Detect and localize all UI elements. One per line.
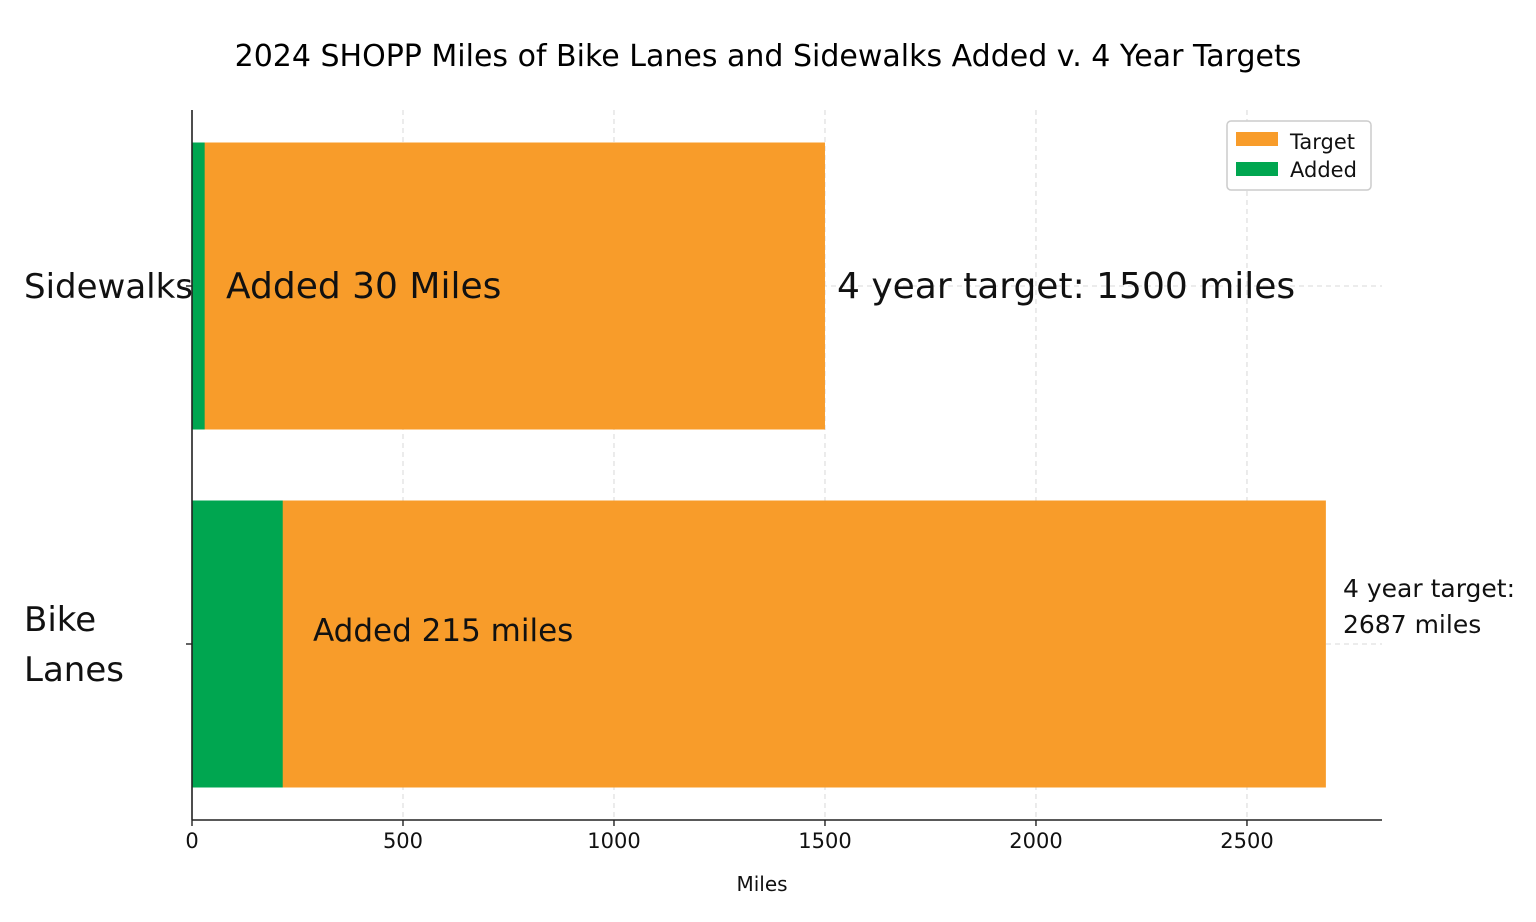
annotation-line: 2687 miles <box>1343 610 1481 639</box>
y-tick-label: Sidewalks <box>24 267 193 307</box>
bar-added-bike-lanes <box>192 500 283 788</box>
y-tick-label: Bike Lanes <box>24 600 124 690</box>
y-tick-label-line: Sidewalks <box>24 267 193 307</box>
y-tick-label-line: Bike <box>24 600 96 640</box>
bar-added-sidewalks <box>192 142 205 430</box>
legend-label-added: Added <box>1290 158 1357 182</box>
annotation-line: Added 30 Miles <box>226 266 501 307</box>
bars <box>192 142 1326 788</box>
y-tick-label-line: Lanes <box>24 650 124 690</box>
annotation-line: 4 year target: <box>1343 574 1515 603</box>
axes: 0 500 1000 1500 2000 2500 Sidewalks Bike Lanes <box>24 110 1382 853</box>
legend-swatch-added <box>1236 162 1278 176</box>
annotation-label: 4 year target: 2687 miles <box>1343 574 1515 639</box>
bar-target-sidewalks <box>192 142 825 430</box>
legend-swatch-target <box>1236 132 1278 146</box>
x-tick-label: 2500 <box>1220 829 1273 853</box>
x-tick-label: 1000 <box>587 829 640 853</box>
annotation-label: Added 215 miles <box>313 613 573 649</box>
x-tick-label: 0 <box>185 829 198 853</box>
chart-title: 2024 SHOPP Miles of Bike Lanes and Sidew… <box>235 39 1302 74</box>
x-axis-label: Miles <box>736 872 787 896</box>
annotation-line: Added 215 miles <box>313 613 573 649</box>
x-tick-label: 1500 <box>798 829 851 853</box>
annotation-label: Added 30 Miles <box>226 266 501 307</box>
x-tick-label: 500 <box>383 829 423 853</box>
annotation-line: 4 year target: 1500 miles <box>837 266 1295 307</box>
annotation-label: 4 year target: 1500 miles <box>837 266 1295 307</box>
bar-target-bike-lanes <box>192 500 1326 788</box>
legend: Target Added <box>1226 120 1372 191</box>
x-tick-label: 2000 <box>1009 829 1062 853</box>
annotations: Added 30 Miles 4 year target: 1500 miles A… <box>226 266 1515 649</box>
legend-label-target: Target <box>1289 130 1355 154</box>
